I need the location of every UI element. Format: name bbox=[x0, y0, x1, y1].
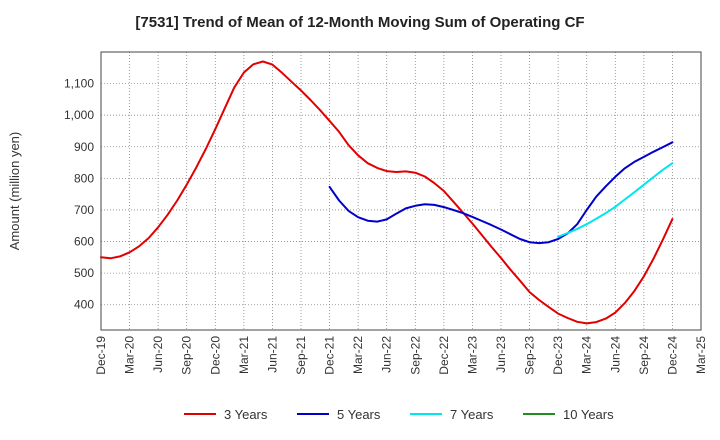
x-tick-label: Mar-20 bbox=[123, 336, 137, 374]
x-tick-label: Dec-22 bbox=[437, 336, 451, 375]
x-tick-label: Jun-23 bbox=[494, 336, 508, 373]
x-tick-label: Dec-24 bbox=[665, 336, 679, 375]
legend-label: 5 Years bbox=[337, 407, 381, 422]
x-tick-label: Dec-21 bbox=[323, 336, 337, 375]
y-tick-label: 600 bbox=[74, 235, 94, 249]
x-tick-label: Sep-22 bbox=[408, 336, 422, 375]
x-tick-label: Dec-20 bbox=[208, 336, 222, 375]
legend-label: 3 Years bbox=[224, 407, 268, 422]
y-tick-label: 1,100 bbox=[64, 77, 94, 91]
x-tick-label: Dec-23 bbox=[551, 336, 565, 375]
x-tick-label: Sep-20 bbox=[180, 336, 194, 375]
x-tick-label: Jun-22 bbox=[380, 336, 394, 373]
series-lines bbox=[100, 60, 674, 325]
y-tick-label: 800 bbox=[74, 171, 94, 185]
x-axis-tick-labels: Dec-19 Mar-20 Jun-20 Sep-20 Dec-20 Mar-21 Jun-… bbox=[94, 336, 708, 375]
legend-label: 10 Years bbox=[563, 407, 614, 422]
series-line-7-years bbox=[557, 162, 674, 238]
y-tick-label: 1,000 bbox=[64, 108, 94, 122]
x-tick-label: Mar-21 bbox=[237, 336, 251, 374]
plot-area bbox=[101, 52, 701, 330]
x-tick-label: Jun-24 bbox=[608, 336, 622, 373]
x-tick-label: Sep-21 bbox=[294, 336, 308, 375]
plot-frame bbox=[100, 51, 702, 331]
chart-title: [7531] Trend of Mean of 12-Month Moving … bbox=[135, 14, 585, 31]
y-tick-label: 900 bbox=[74, 140, 94, 154]
x-tick-label: Sep-24 bbox=[637, 336, 651, 375]
y-tick-label: 700 bbox=[74, 203, 94, 217]
x-tick-label: Dec-19 bbox=[94, 336, 108, 375]
series-line-3-years bbox=[100, 60, 674, 325]
y-tick-label: 400 bbox=[74, 298, 94, 312]
x-tick-label: Jun-21 bbox=[265, 336, 279, 373]
x-tick-label: Mar-25 bbox=[694, 336, 708, 374]
x-tick-label: Sep-23 bbox=[523, 336, 537, 375]
x-tick-label: Mar-22 bbox=[351, 336, 365, 374]
series-line-5-years bbox=[328, 141, 674, 245]
legend: 3 Years 5 Years 7 Years 10 Years bbox=[184, 407, 614, 422]
y-axis-label: Amount (million yen) bbox=[7, 132, 22, 251]
y-tick-label: 500 bbox=[74, 266, 94, 280]
x-tick-label: Mar-23 bbox=[465, 336, 479, 374]
vertical-gridlines bbox=[100, 52, 702, 330]
legend-label: 7 Years bbox=[450, 407, 494, 422]
x-tick-label: Mar-24 bbox=[580, 336, 594, 374]
x-tick-label: Jun-20 bbox=[151, 336, 165, 373]
y-axis-tick-labels: 400 500 600 700 800 900 1,000 1,100 bbox=[64, 77, 94, 312]
